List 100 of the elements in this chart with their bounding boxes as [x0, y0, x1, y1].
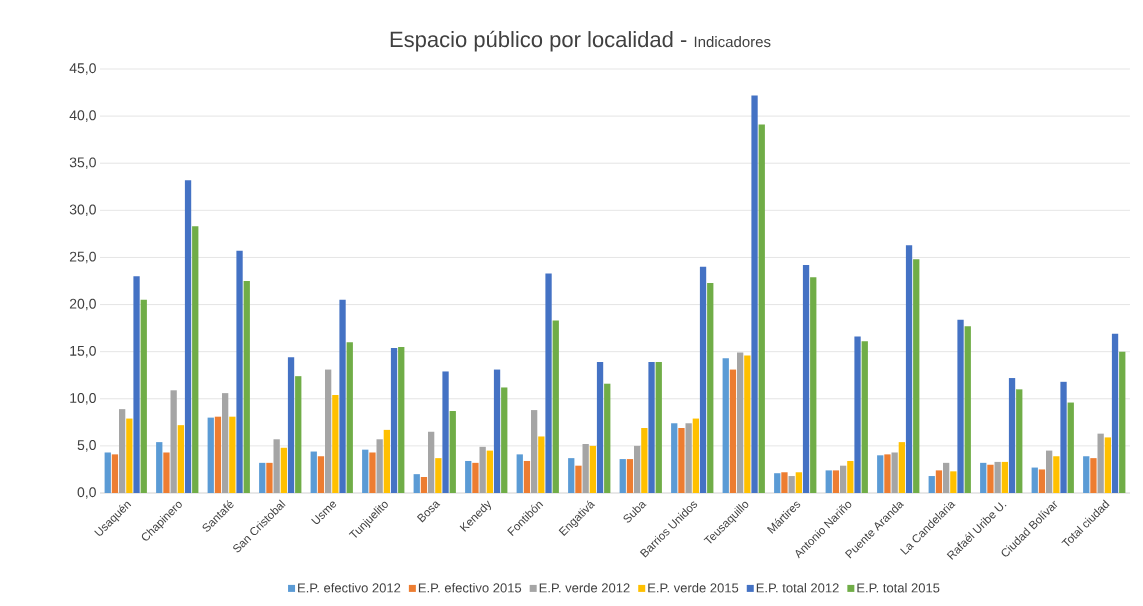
bar [479, 446, 486, 493]
bar [493, 369, 501, 493]
bar [825, 470, 832, 493]
y-tick-label: 25,0 [69, 251, 96, 264]
bar [788, 476, 795, 493]
bar [420, 476, 428, 493]
bar [898, 442, 905, 493]
bar [626, 459, 634, 493]
bar [163, 452, 170, 493]
bar [751, 95, 758, 493]
bar [273, 439, 280, 493]
legend-label: E.P. efectivo 2015 [418, 582, 522, 593]
bar [928, 476, 935, 493]
bar [207, 417, 214, 493]
bar [1060, 381, 1067, 493]
bar [1031, 467, 1038, 493]
bar [699, 266, 707, 493]
bar [619, 459, 626, 493]
bar [692, 418, 699, 493]
bar [435, 458, 442, 493]
bar [465, 460, 472, 493]
bar [1053, 456, 1060, 493]
bar [295, 376, 302, 493]
bar [156, 442, 163, 493]
bar [795, 472, 802, 493]
bar [184, 180, 192, 493]
bar [1097, 433, 1104, 493]
bar [287, 357, 295, 493]
bar [994, 461, 1001, 493]
chart-subtitle: Indicadores [694, 36, 771, 48]
bar [398, 346, 405, 493]
bar [428, 431, 435, 493]
y-tick-label: 30,0 [69, 204, 96, 217]
bar [516, 454, 523, 493]
y-tick-label: 5,0 [77, 440, 96, 452]
bar [634, 445, 641, 493]
bar [641, 427, 648, 493]
bar [119, 409, 126, 493]
legend-label: E.P. verde 2012 [539, 582, 630, 593]
bar [111, 454, 119, 493]
bar [707, 282, 714, 493]
bar [177, 425, 184, 493]
bar [486, 450, 493, 493]
bar [891, 452, 898, 493]
bar [259, 462, 266, 493]
bar [832, 470, 840, 493]
bar [589, 445, 596, 493]
y-tick-label: 0,0 [77, 487, 96, 499]
bar [126, 418, 133, 493]
bar [243, 281, 250, 493]
legend-label: E.P. total 2012 [756, 582, 839, 593]
bar [1001, 461, 1008, 493]
bar [222, 393, 229, 493]
bar [383, 429, 390, 493]
bar [376, 439, 383, 493]
bar [957, 319, 964, 493]
chart-title: Espacio público por localidad - [390, 30, 687, 52]
bar [1016, 389, 1023, 493]
bar [913, 259, 920, 493]
bar [935, 470, 943, 493]
bar [781, 472, 788, 493]
bar [339, 299, 346, 493]
bar [449, 411, 456, 493]
bar [523, 460, 531, 493]
bar [413, 474, 420, 493]
bar [737, 352, 744, 493]
bar [964, 326, 971, 493]
bar [950, 471, 957, 493]
y-tick-label: 35,0 [69, 157, 96, 170]
bar [905, 245, 913, 493]
bar [1067, 402, 1074, 493]
bar [774, 473, 781, 493]
bar [1046, 450, 1053, 493]
bar [236, 250, 243, 493]
y-tick-label: 10,0 [70, 392, 96, 405]
bar [575, 465, 582, 493]
bar [655, 362, 662, 493]
bar [501, 387, 508, 493]
legend-label: E.P. verde 2015 [648, 582, 739, 593]
bar [1119, 351, 1126, 493]
bar [538, 436, 545, 493]
bar [854, 336, 861, 493]
bar [229, 416, 236, 493]
bar [758, 124, 765, 493]
bar [1008, 378, 1016, 493]
bar [671, 423, 678, 493]
legend-label: E.P. total 2015 [857, 582, 940, 593]
bar [802, 264, 810, 493]
bar [170, 390, 177, 493]
bar [861, 341, 868, 493]
bar [472, 462, 479, 493]
bar [531, 410, 538, 493]
bar [1111, 333, 1119, 493]
bar [317, 456, 325, 493]
bar [980, 462, 987, 493]
y-tick-label: 40,0 [69, 110, 96, 122]
y-tick-label: 15,0 [70, 345, 96, 358]
bar [133, 276, 140, 493]
bar [1090, 458, 1097, 493]
bar [884, 454, 891, 493]
